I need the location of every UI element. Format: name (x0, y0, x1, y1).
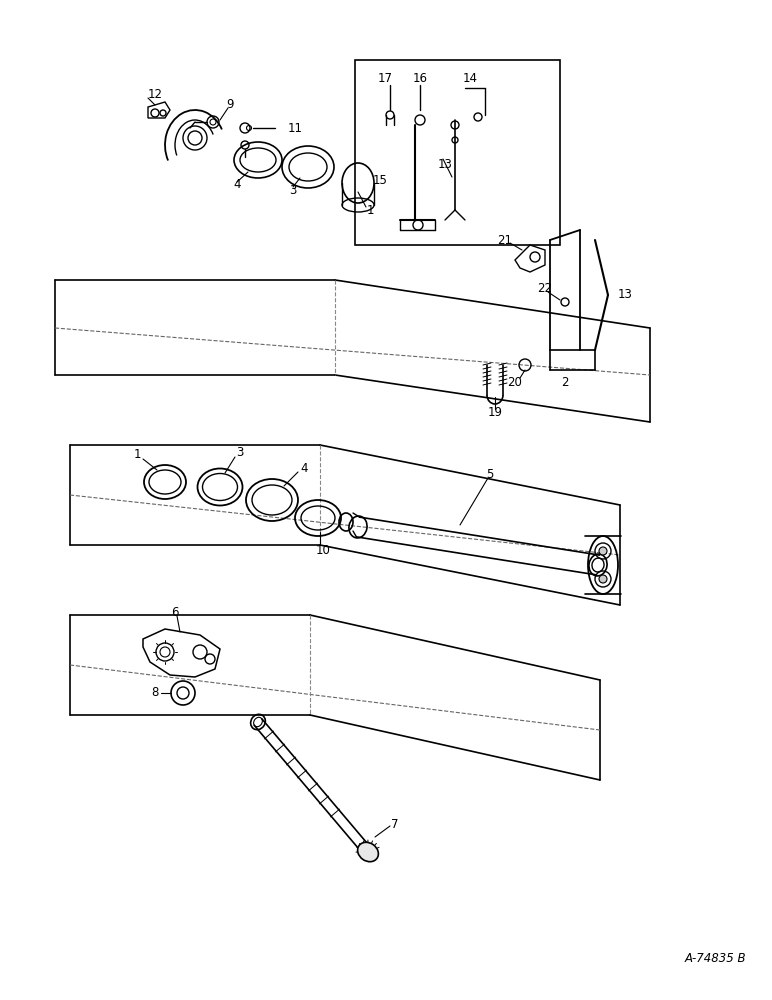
Text: 1: 1 (134, 448, 141, 460)
Text: 8: 8 (151, 686, 159, 700)
Text: 9: 9 (226, 99, 234, 111)
Text: 14: 14 (462, 72, 478, 85)
Text: 7: 7 (391, 818, 399, 832)
Text: 4: 4 (233, 178, 241, 192)
Text: 3: 3 (290, 184, 296, 196)
Text: 20: 20 (507, 375, 523, 388)
Text: 19: 19 (487, 406, 503, 420)
Ellipse shape (357, 842, 378, 862)
Text: 5: 5 (486, 468, 493, 482)
Text: A-74835 B: A-74835 B (685, 952, 747, 964)
Text: 15: 15 (373, 174, 388, 186)
Text: 13: 13 (618, 288, 633, 302)
Text: 10: 10 (316, 544, 330, 556)
Text: 6: 6 (171, 605, 179, 618)
Text: 1: 1 (367, 204, 374, 217)
Text: 3: 3 (236, 446, 244, 458)
Circle shape (599, 575, 607, 583)
Text: 22: 22 (537, 282, 553, 294)
Text: 4: 4 (300, 462, 308, 475)
Text: 21: 21 (497, 233, 513, 246)
Text: 17: 17 (378, 72, 392, 85)
Circle shape (599, 547, 607, 555)
Text: 12: 12 (148, 89, 163, 102)
Text: 11: 11 (288, 121, 303, 134)
Text: 2: 2 (561, 375, 569, 388)
Text: 16: 16 (412, 72, 428, 85)
Bar (355, 60, 560, 245)
Text: 13: 13 (438, 158, 452, 172)
